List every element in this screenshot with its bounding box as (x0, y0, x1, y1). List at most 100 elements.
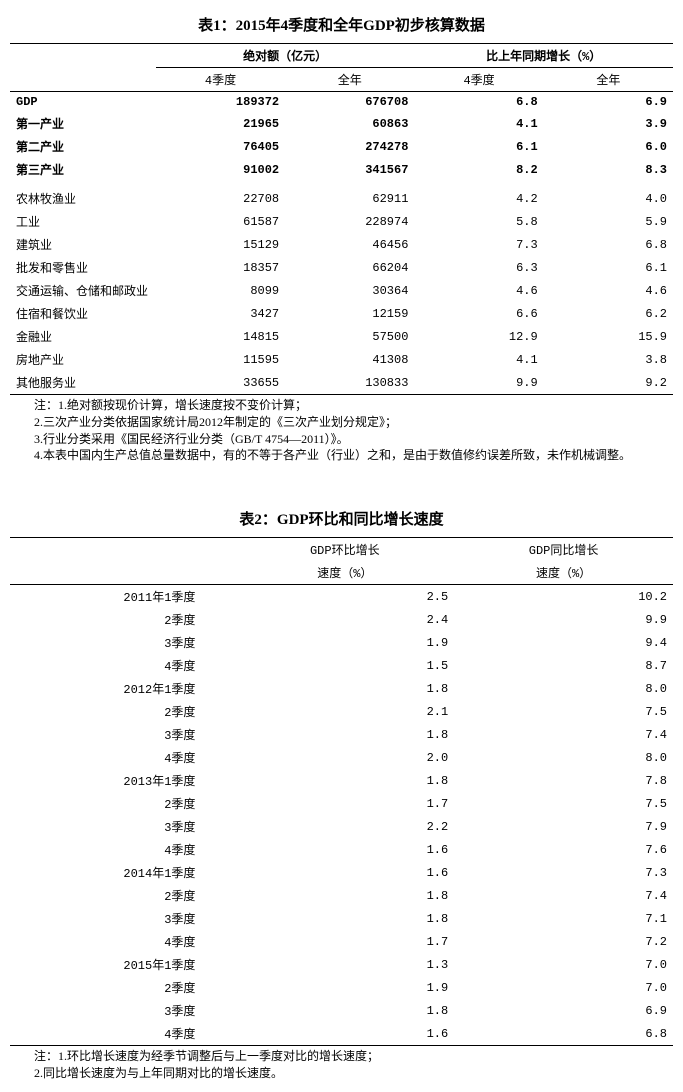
table-row: 4季度1.58.7 (10, 654, 673, 677)
row-value: 5.8 (414, 210, 543, 233)
row-value: 7.9 (454, 815, 673, 838)
note-line: 2.同比增长速度为与上年同期对比的增长速度。 (10, 1065, 673, 1082)
row-label: 3季度 (10, 907, 235, 930)
row-value: 1.8 (235, 723, 454, 746)
row-value: 1.7 (235, 930, 454, 953)
table2-col-left-l2: 速度（%） (235, 561, 454, 585)
table2: GDP环比增长 GDP同比增长 速度（%） 速度（%） 2011年1季度2.51… (10, 537, 673, 1046)
table1-notes: 注：1.绝对额按现价计算，增长速度按不变价计算；2.三次产业分类依据国家统计局2… (10, 397, 673, 464)
row-value: 7.8 (454, 769, 673, 792)
table1-header-growth: 比上年同期增长（%） (414, 44, 673, 68)
row-value: 4.1 (414, 112, 543, 135)
row-label: 第三产业 (10, 158, 156, 181)
table-row: 2季度2.49.9 (10, 608, 673, 631)
row-value: 6.9 (454, 999, 673, 1022)
row-value: 3.8 (544, 348, 673, 371)
row-value: 4.0 (544, 187, 673, 210)
table-row: 住宿和餐饮业3427121596.66.2 (10, 302, 673, 325)
row-value: 6.8 (414, 92, 543, 113)
table-row: 2季度1.97.0 (10, 976, 673, 999)
row-label: 房地产业 (10, 348, 156, 371)
row-label: 4季度 (10, 1022, 235, 1046)
row-value: 1.6 (235, 1022, 454, 1046)
table-row: 第三产业910023415678.28.3 (10, 158, 673, 181)
table-row: 3季度1.87.4 (10, 723, 673, 746)
row-value: 61587 (156, 210, 285, 233)
row-value: 22708 (156, 187, 285, 210)
row-value: 30364 (285, 279, 414, 302)
row-value: 11595 (156, 348, 285, 371)
table-row: 2季度1.87.4 (10, 884, 673, 907)
row-value: 3427 (156, 302, 285, 325)
row-value: 7.1 (454, 907, 673, 930)
row-value: 41308 (285, 348, 414, 371)
row-value: 76405 (156, 135, 285, 158)
row-value: 6.2 (544, 302, 673, 325)
table2-title: 表2：GDP环比和同比增长速度 (10, 508, 673, 529)
row-value: 7.3 (414, 233, 543, 256)
row-value: 1.9 (235, 976, 454, 999)
row-value: 21965 (156, 112, 285, 135)
row-label: 2季度 (10, 608, 235, 631)
row-value: 8.7 (454, 654, 673, 677)
row-value: 9.9 (454, 608, 673, 631)
row-label: 第一产业 (10, 112, 156, 135)
table-row: 2013年1季度1.87.8 (10, 769, 673, 792)
row-label: 2011年1季度 (10, 585, 235, 609)
row-label: 3季度 (10, 631, 235, 654)
table1-title: 表1：2015年4季度和全年GDP初步核算数据 (10, 14, 673, 35)
row-value: 1.8 (235, 677, 454, 700)
row-value: 7.2 (454, 930, 673, 953)
row-label: 2季度 (10, 976, 235, 999)
row-value: 7.5 (454, 700, 673, 723)
row-value: 228974 (285, 210, 414, 233)
row-label: 交通运输、仓储和邮政业 (10, 279, 156, 302)
table-row: 3季度1.86.9 (10, 999, 673, 1022)
note-line: 4.本表中国内生产总值总量数据中，有的不等于各产业（行业）之和，是由于数值修约误… (10, 447, 673, 464)
table-row: 3季度1.87.1 (10, 907, 673, 930)
row-value: 9.9 (414, 371, 543, 395)
row-value: 18357 (156, 256, 285, 279)
row-label: 2季度 (10, 884, 235, 907)
row-label: 4季度 (10, 654, 235, 677)
row-value: 7.6 (454, 838, 673, 861)
row-label: 2015年1季度 (10, 953, 235, 976)
row-value: 10.2 (454, 585, 673, 609)
row-value: 8.2 (414, 158, 543, 181)
row-value: 6.3 (414, 256, 543, 279)
row-label: 3季度 (10, 815, 235, 838)
row-value: 7.4 (454, 723, 673, 746)
row-value: 676708 (285, 92, 414, 113)
row-label: 农林牧渔业 (10, 187, 156, 210)
row-value: 1.8 (235, 769, 454, 792)
row-label: 2013年1季度 (10, 769, 235, 792)
row-label: 第二产业 (10, 135, 156, 158)
row-label: 工业 (10, 210, 156, 233)
table-row: 其他服务业336551308339.99.2 (10, 371, 673, 395)
table-row: 4季度2.08.0 (10, 746, 673, 769)
row-value: 4.1 (414, 348, 543, 371)
table-row: 2季度1.77.5 (10, 792, 673, 815)
row-value: 7.5 (454, 792, 673, 815)
table-row: 工业615872289745.85.9 (10, 210, 673, 233)
row-value: 2.1 (235, 700, 454, 723)
row-value: 189372 (156, 92, 285, 113)
row-value: 60863 (285, 112, 414, 135)
row-value: 12.9 (414, 325, 543, 348)
row-value: 6.6 (414, 302, 543, 325)
row-value: 62911 (285, 187, 414, 210)
row-value: 6.8 (454, 1022, 673, 1046)
row-label: 3季度 (10, 723, 235, 746)
row-value: 1.6 (235, 861, 454, 884)
table-row: 3季度1.99.4 (10, 631, 673, 654)
row-value: 1.8 (235, 907, 454, 930)
row-value: 8.0 (454, 677, 673, 700)
row-value: 15.9 (544, 325, 673, 348)
row-value: 7.0 (454, 953, 673, 976)
table2-col-left-l1: GDP环比增长 (235, 538, 454, 562)
table1-sub-year-1: 全年 (285, 68, 414, 92)
row-label: 2014年1季度 (10, 861, 235, 884)
row-value: 7.0 (454, 976, 673, 999)
row-value: 7.4 (454, 884, 673, 907)
row-label: 3季度 (10, 999, 235, 1022)
